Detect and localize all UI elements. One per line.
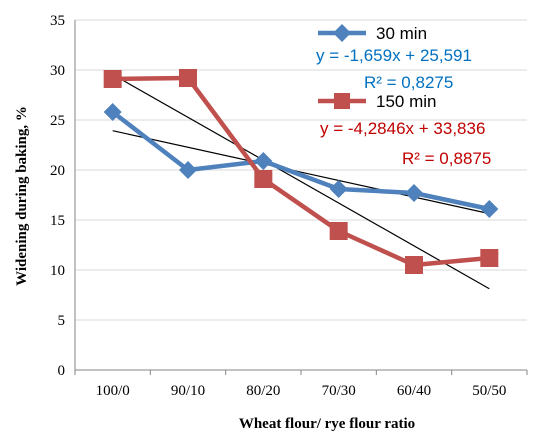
series-markers: [103, 69, 499, 274]
trendlines: [112, 73, 490, 290]
data-point-150min: [179, 69, 197, 87]
legend-label-30min: 30 min: [376, 24, 427, 43]
series-line-150min: [112, 75, 490, 268]
y-tick-label: 30: [50, 63, 65, 79]
data-point-30min: [179, 161, 197, 179]
y-axis-title: Widening during baking, %: [14, 106, 30, 286]
trend-r2-150min: R² = 0,8875: [402, 149, 491, 168]
data-point-30min: [480, 200, 499, 218]
y-tick-label: 25: [50, 113, 65, 129]
x-tick-label: 80/20: [246, 383, 280, 399]
data-point-150min: [103, 70, 122, 88]
data-point-30min: [405, 184, 423, 202]
data-point-150min: [329, 222, 348, 240]
x-tick-label: 50/50: [472, 383, 506, 399]
y-tick-label: 0: [58, 363, 66, 379]
x-tick-label: 60/40: [397, 383, 431, 399]
series-line-30min: [111, 110, 490, 212]
legend-marker-150min: [334, 93, 350, 109]
y-tick-label: 20: [50, 163, 65, 179]
legend-label-150min: 150 min: [376, 92, 436, 111]
data-point-150min: [254, 170, 273, 188]
x-tick-label: 90/10: [171, 383, 205, 399]
y-tick-label: 35: [50, 13, 65, 29]
data-point-150min: [480, 249, 499, 267]
series-lines: [111, 75, 490, 268]
trend-equation-150min: y = -4,2846x + 33,836: [320, 119, 485, 138]
data-point-30min: [254, 152, 273, 170]
legend: 30 min y = -1,659x + 25,591 R² = 0,8275 …: [316, 24, 491, 168]
y-tick-label: 15: [50, 213, 65, 229]
trendline-30min: [112, 130, 490, 215]
x-tick-label: 70/30: [322, 383, 356, 399]
trend-r2-30min: R² = 0,8275: [364, 73, 453, 92]
y-tick-labels: 0 5 10 15 20 25 30 35: [50, 13, 65, 379]
y-tick-label: 10: [50, 263, 65, 279]
legend-marker-30min: [333, 24, 351, 42]
trend-equation-30min: y = -1,659x + 25,591: [316, 46, 472, 65]
data-point-30min: [329, 180, 348, 198]
x-tick-labels: 100/0 90/10 80/20 70/30 60/40 50/50: [96, 383, 507, 399]
y-tick-label: 5: [58, 313, 66, 329]
data-point-30min: [103, 103, 122, 121]
data-point-150min: [405, 256, 423, 274]
x-axis-title: Wheat flour/ rye flour ratio: [239, 416, 415, 432]
gridlines: [74, 19, 528, 375]
trendline-150min: [112, 73, 490, 290]
x-tick-label: 100/0: [96, 383, 130, 399]
